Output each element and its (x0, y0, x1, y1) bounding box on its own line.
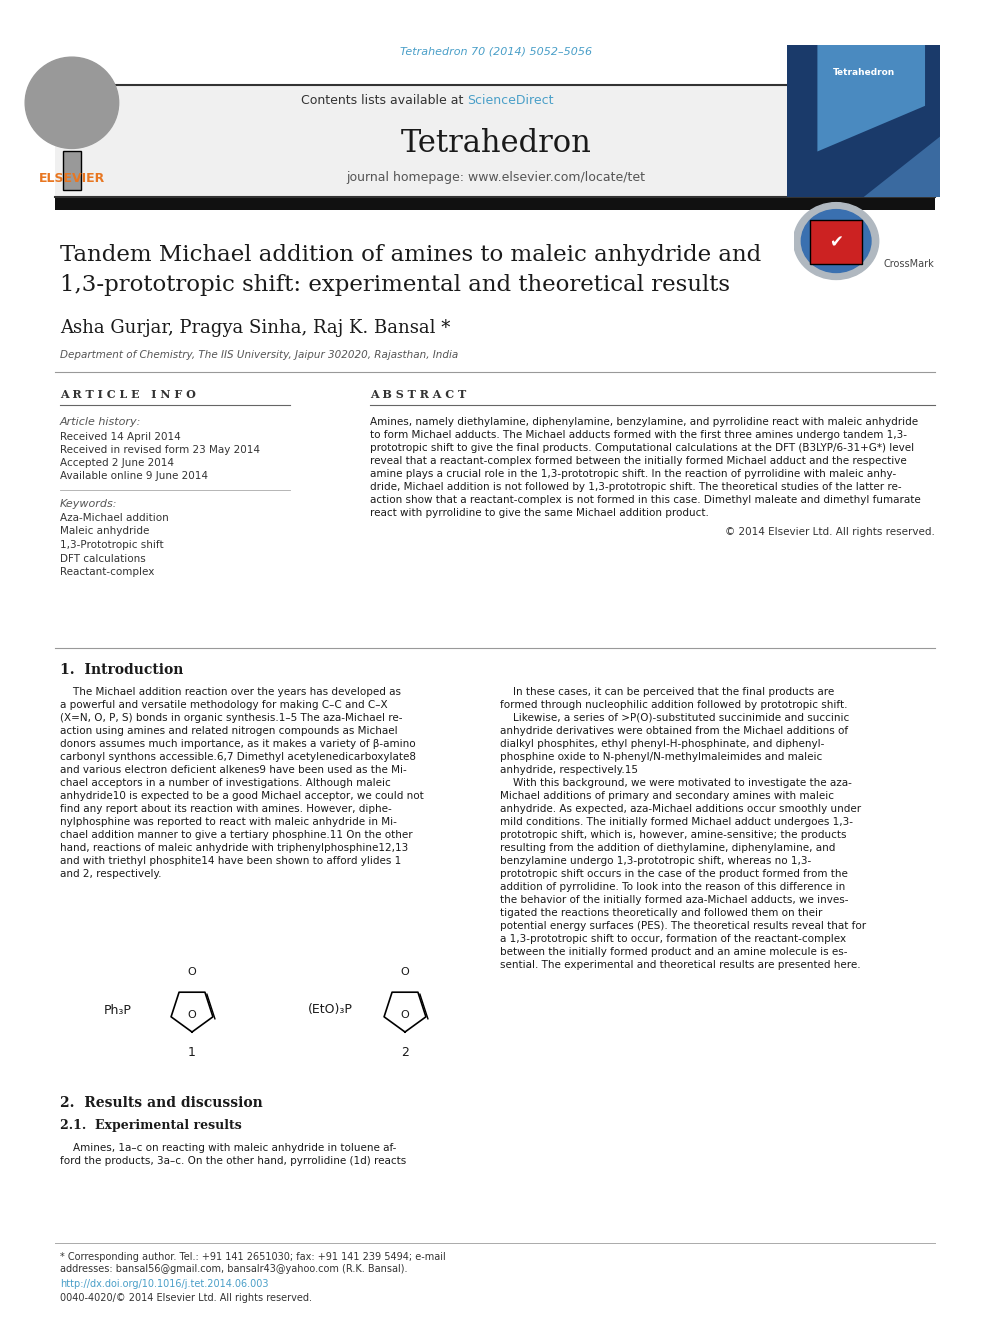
Text: a powerful and versatile methodology for making C–C and C–X: a powerful and versatile methodology for… (60, 700, 388, 710)
Text: to form Michael adducts. The Michael adducts formed with the first three amines : to form Michael adducts. The Michael add… (370, 430, 907, 441)
Text: and 2, respectively.: and 2, respectively. (60, 869, 162, 878)
Text: Amines, namely diethylamine, diphenylamine, benzylamine, and pyrrolidine react w: Amines, namely diethylamine, diphenylami… (370, 417, 919, 427)
FancyBboxPatch shape (810, 220, 862, 265)
Text: amine plays a crucial role in the 1,3-prototropic shift. In the reaction of pyrr: amine plays a crucial role in the 1,3-pr… (370, 468, 896, 479)
Text: dialkyl phosphites, ethyl phenyl-H-phosphinate, and diphenyl-: dialkyl phosphites, ethyl phenyl-H-phosp… (500, 740, 824, 749)
Text: CrossMark: CrossMark (884, 259, 934, 270)
Text: Ph₃P: Ph₃P (104, 1004, 132, 1016)
Text: Reactant-complex: Reactant-complex (60, 568, 155, 577)
Circle shape (794, 202, 879, 279)
Text: addition of pyrrolidine. To look into the reason of this difference in: addition of pyrrolidine. To look into th… (500, 882, 845, 892)
Text: 1.  Introduction: 1. Introduction (60, 663, 184, 677)
Text: Amines, 1a–c on reacting with maleic anhydride in toluene af-: Amines, 1a–c on reacting with maleic anh… (60, 1143, 397, 1154)
Text: anhydride10 is expected to be a good Michael acceptor, we could not: anhydride10 is expected to be a good Mic… (60, 791, 424, 800)
Text: 1: 1 (188, 1045, 196, 1058)
Text: With this background, we were motivated to investigate the aza-: With this background, we were motivated … (500, 778, 852, 789)
Text: O: O (187, 967, 196, 976)
Text: Aza-Michael addition: Aza-Michael addition (60, 513, 169, 523)
Text: addresses: bansal56@gmail.com, bansalr43@yahoo.com (R.K. Bansal).: addresses: bansal56@gmail.com, bansalr43… (60, 1263, 408, 1274)
FancyBboxPatch shape (55, 85, 935, 197)
Text: ELSEVIER: ELSEVIER (39, 172, 105, 185)
Text: Michael additions of primary and secondary amines with maleic: Michael additions of primary and seconda… (500, 791, 834, 800)
Text: Department of Chemistry, The IIS University, Jaipur 302020, Rajasthan, India: Department of Chemistry, The IIS Univers… (60, 351, 458, 360)
Text: donors assumes much importance, as it makes a variety of β-amino: donors assumes much importance, as it ma… (60, 740, 416, 749)
Text: carbonyl synthons accessible.6,7 Dimethyl acetylenedicarboxylate8: carbonyl synthons accessible.6,7 Dimethy… (60, 751, 416, 762)
Text: Tetrahedron: Tetrahedron (832, 67, 895, 77)
Text: Contents lists available at: Contents lists available at (301, 94, 467, 106)
Text: Accepted 2 June 2014: Accepted 2 June 2014 (60, 458, 174, 468)
Text: action using amines and related nitrogen compounds as Michael: action using amines and related nitrogen… (60, 726, 398, 736)
Text: 0040-4020/© 2014 Elsevier Ltd. All rights reserved.: 0040-4020/© 2014 Elsevier Ltd. All right… (60, 1293, 312, 1303)
Text: potential energy surfaces (PES). The theoretical results reveal that for: potential energy surfaces (PES). The the… (500, 921, 866, 931)
Text: Received 14 April 2014: Received 14 April 2014 (60, 433, 181, 442)
Text: O: O (401, 1009, 410, 1020)
Text: prototropic shift, which is, however, amine-sensitive; the products: prototropic shift, which is, however, am… (500, 830, 846, 840)
Text: ✔: ✔ (829, 233, 843, 251)
Text: anhydride derivatives were obtained from the Michael additions of: anhydride derivatives were obtained from… (500, 726, 848, 736)
Text: 2.1.  Experimental results: 2.1. Experimental results (60, 1118, 242, 1131)
Text: 1,3-prototropic shift: experimental and theoretical results: 1,3-prototropic shift: experimental and … (60, 274, 730, 296)
Text: Available online 9 June 2014: Available online 9 June 2014 (60, 471, 208, 482)
Text: Keywords:: Keywords: (60, 499, 117, 509)
Text: and with triethyl phosphite14 have been shown to afford ylides 1: and with triethyl phosphite14 have been … (60, 856, 401, 867)
Text: anhydride. As expected, aza-Michael additions occur smoothly under: anhydride. As expected, aza-Michael addi… (500, 804, 861, 814)
Text: Asha Gurjar, Pragya Sinha, Raj K. Bansal *: Asha Gurjar, Pragya Sinha, Raj K. Bansal… (60, 319, 450, 337)
Text: between the initially formed product and an amine molecule is es-: between the initially formed product and… (500, 947, 847, 957)
Text: (X=N, O, P, S) bonds in organic synthesis.1–5 The aza-Michael re-: (X=N, O, P, S) bonds in organic synthesi… (60, 713, 403, 722)
Polygon shape (817, 45, 926, 152)
Text: the behavior of the initially formed aza-Michael adducts, we inves-: the behavior of the initially formed aza… (500, 894, 848, 905)
Text: © 2014 Elsevier Ltd. All rights reserved.: © 2014 Elsevier Ltd. All rights reserved… (725, 527, 935, 537)
Text: 2.  Results and discussion: 2. Results and discussion (60, 1095, 263, 1110)
Text: ScienceDirect: ScienceDirect (467, 94, 554, 106)
Text: nylphosphine was reported to react with maleic anhydride in Mi-: nylphosphine was reported to react with … (60, 818, 397, 827)
Text: In these cases, it can be perceived that the final products are: In these cases, it can be perceived that… (500, 687, 834, 697)
Text: a 1,3-prototropic shift to occur, formation of the reactant-complex: a 1,3-prototropic shift to occur, format… (500, 934, 846, 945)
Text: resulting from the addition of diethylamine, diphenylamine, and: resulting from the addition of diethylam… (500, 843, 835, 853)
Text: Maleic anhydride: Maleic anhydride (60, 527, 150, 537)
Text: (EtO)₃P: (EtO)₃P (308, 1004, 352, 1016)
Text: reveal that a reactant-complex formed between the initially formed Michael adduc: reveal that a reactant-complex formed be… (370, 456, 907, 466)
Text: Article history:: Article history: (60, 417, 142, 427)
Text: 1,3-Prototropic shift: 1,3-Prototropic shift (60, 540, 164, 550)
Text: Tetrahedron: Tetrahedron (401, 127, 591, 159)
Text: O: O (187, 1009, 196, 1020)
Text: find any report about its reaction with amines. However, diphe-: find any report about its reaction with … (60, 804, 392, 814)
Text: hand, reactions of maleic anhydride with triphenylphosphine12,13: hand, reactions of maleic anhydride with… (60, 843, 409, 853)
Text: DFT calculations: DFT calculations (60, 553, 146, 564)
Text: prototropic shift to give the final products. Computational calculations at the : prototropic shift to give the final prod… (370, 443, 914, 452)
Text: prototropic shift occurs in the case of the product formed from the: prototropic shift occurs in the case of … (500, 869, 848, 878)
Text: chael addition manner to give a tertiary phosphine.11 On the other: chael addition manner to give a tertiary… (60, 830, 413, 840)
Text: mild conditions. The initially formed Michael adduct undergoes 1,3-: mild conditions. The initially formed Mi… (500, 818, 853, 827)
Text: A B S T R A C T: A B S T R A C T (370, 389, 466, 401)
Text: O: O (401, 967, 410, 976)
Text: action show that a reactant-complex is not formed in this case. Dimethyl maleate: action show that a reactant-complex is n… (370, 495, 921, 505)
Text: benzylamine undergo 1,3-prototropic shift, whereas no 1,3-: benzylamine undergo 1,3-prototropic shif… (500, 856, 811, 867)
Ellipse shape (25, 57, 119, 148)
Text: Tetrahedron 70 (2014) 5052–5056: Tetrahedron 70 (2014) 5052–5056 (400, 48, 592, 57)
Text: ford the products, 3a–c. On the other hand, pyrrolidine (1d) reacts: ford the products, 3a–c. On the other ha… (60, 1156, 407, 1166)
Text: * Corresponding author. Tel.: +91 141 2651030; fax: +91 141 239 5494; e-mail: * Corresponding author. Tel.: +91 141 26… (60, 1252, 445, 1262)
Text: 2: 2 (401, 1045, 409, 1058)
Text: tigated the reactions theoretically and followed them on their: tigated the reactions theoretically and … (500, 908, 822, 918)
Text: dride, Michael addition is not followed by 1,3-prototropic shift. The theoretica: dride, Michael addition is not followed … (370, 482, 902, 492)
Text: react with pyrrolidine to give the same Michael addition product.: react with pyrrolidine to give the same … (370, 508, 709, 519)
Text: Received in revised form 23 May 2014: Received in revised form 23 May 2014 (60, 445, 260, 455)
FancyBboxPatch shape (787, 45, 940, 197)
Text: formed through nucleophilic addition followed by prototropic shift.: formed through nucleophilic addition fol… (500, 700, 847, 710)
Text: sential. The experimental and theoretical results are presented here.: sential. The experimental and theoretica… (500, 960, 861, 970)
Text: A R T I C L E   I N F O: A R T I C L E I N F O (60, 389, 195, 401)
Text: anhydride, respectively.15: anhydride, respectively.15 (500, 765, 638, 775)
Text: http://dx.doi.org/10.1016/j.tet.2014.06.003: http://dx.doi.org/10.1016/j.tet.2014.06.… (60, 1279, 269, 1289)
Text: journal homepage: www.elsevier.com/locate/tet: journal homepage: www.elsevier.com/locat… (346, 171, 646, 184)
FancyBboxPatch shape (63, 152, 80, 189)
Text: Likewise, a series of >P(O)-substituted succinimide and succinic: Likewise, a series of >P(O)-substituted … (500, 713, 849, 722)
Text: Tandem Michael addition of amines to maleic anhydride and: Tandem Michael addition of amines to mal… (60, 243, 761, 266)
Text: The Michael addition reaction over the years has developed as: The Michael addition reaction over the y… (60, 687, 401, 697)
Polygon shape (863, 136, 940, 197)
Text: chael acceptors in a number of investigations. Although maleic: chael acceptors in a number of investiga… (60, 778, 391, 789)
FancyBboxPatch shape (55, 197, 935, 210)
Text: and various electron deficient alkenes9 have been used as the Mi-: and various electron deficient alkenes9 … (60, 765, 407, 775)
Circle shape (802, 209, 871, 273)
Text: phosphine oxide to N-phenyl/N-methylmaleimides and maleic: phosphine oxide to N-phenyl/N-methylmale… (500, 751, 822, 762)
